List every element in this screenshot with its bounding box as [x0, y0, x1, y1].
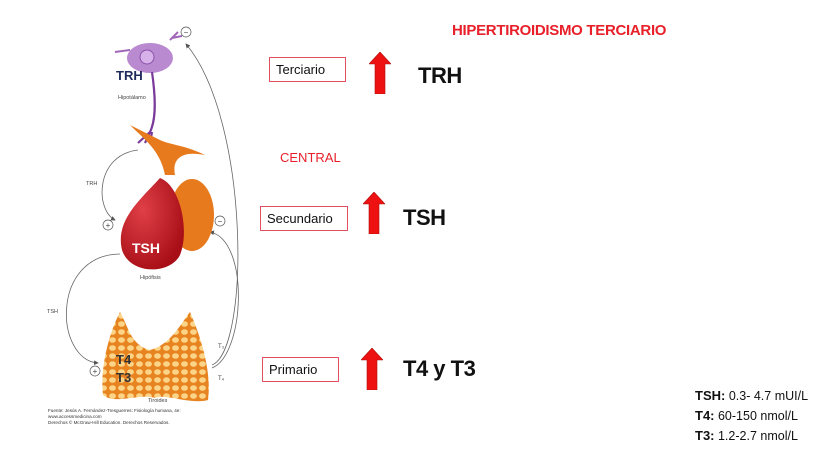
up-arrow-icon: [369, 52, 391, 94]
plus-sign: +: [93, 367, 98, 376]
tsh-arrow: [65, 253, 121, 366]
feedback-arrow-hypothalamus: [185, 43, 239, 366]
source-citation: Fuente: Jesús A. Fernández-Tresguerres: …: [48, 408, 181, 425]
svg-text:www.accessmedicina.com: www.accessmedicina.com: [48, 414, 102, 419]
trh-arrow: [101, 149, 139, 221]
hormone-trh: TRH: [418, 63, 462, 88]
slide-title: HIPERTIROIDISMO TERCIARIO: [452, 22, 667, 39]
minus-sign: −: [184, 28, 189, 37]
svg-text:Fuente: Jesús A. Fernández-Tre: Fuente: Jesús A. Fernández-Tresguerres: …: [48, 408, 181, 413]
svg-text:Derechos © McGraw-Hill Educati: Derechos © McGraw-Hill Education. Derech…: [48, 419, 170, 425]
level-box-terciario: Terciario: [269, 57, 346, 82]
svg-text:Tiroides: Tiroides: [148, 398, 168, 404]
hypothalamic-pituitary-thyroid-axis-figure: TRH Hipotálamo TSH Hipófisis T4 T3 Tiroi…: [47, 26, 239, 425]
tsh-figure-label: TSH: [132, 240, 160, 256]
pituitary-stalk: [130, 125, 205, 175]
feedback-arrow-pituitary: [209, 230, 239, 369]
trh-figure-label: TRH: [116, 68, 143, 83]
reference-t3: T3: 1.2-2.7 nmol/L: [695, 428, 798, 443]
central-label: CENTRAL: [280, 150, 341, 165]
svg-text:Hipotálamo: Hipotálamo: [118, 95, 146, 101]
svg-text:Hipófisis: Hipófisis: [140, 275, 161, 281]
minus-sign: −: [218, 217, 223, 226]
reference-tsh: TSH: 0.3- 4.7 mUI/L: [695, 388, 809, 403]
svg-text:T₃: T₃: [218, 344, 225, 350]
up-arrow-icon: [361, 348, 383, 390]
svg-text:T₄: T₄: [218, 376, 225, 382]
reference-values: TSH: 0.3- 4.7 mUI/L T4: 60-150 nmol/L T3…: [695, 386, 808, 446]
reference-t4: T4: 60-150 nmol/L: [695, 408, 798, 423]
up-arrow-icon: [363, 192, 385, 234]
plus-sign: +: [106, 221, 111, 230]
svg-text:T3: T3: [116, 370, 131, 385]
svg-text:TRH: TRH: [86, 181, 97, 187]
hormone-tsh: TSH: [403, 205, 446, 230]
svg-text:T4: T4: [116, 352, 132, 367]
svg-text:TSH: TSH: [47, 309, 58, 315]
thyroid-gland: [102, 312, 209, 402]
hormone-t4-t3: T4 y T3: [403, 356, 476, 381]
level-box-secundario: Secundario: [260, 206, 348, 231]
pituitary-anterior-lobe: [120, 178, 184, 270]
level-box-primario: Primario: [262, 357, 339, 382]
